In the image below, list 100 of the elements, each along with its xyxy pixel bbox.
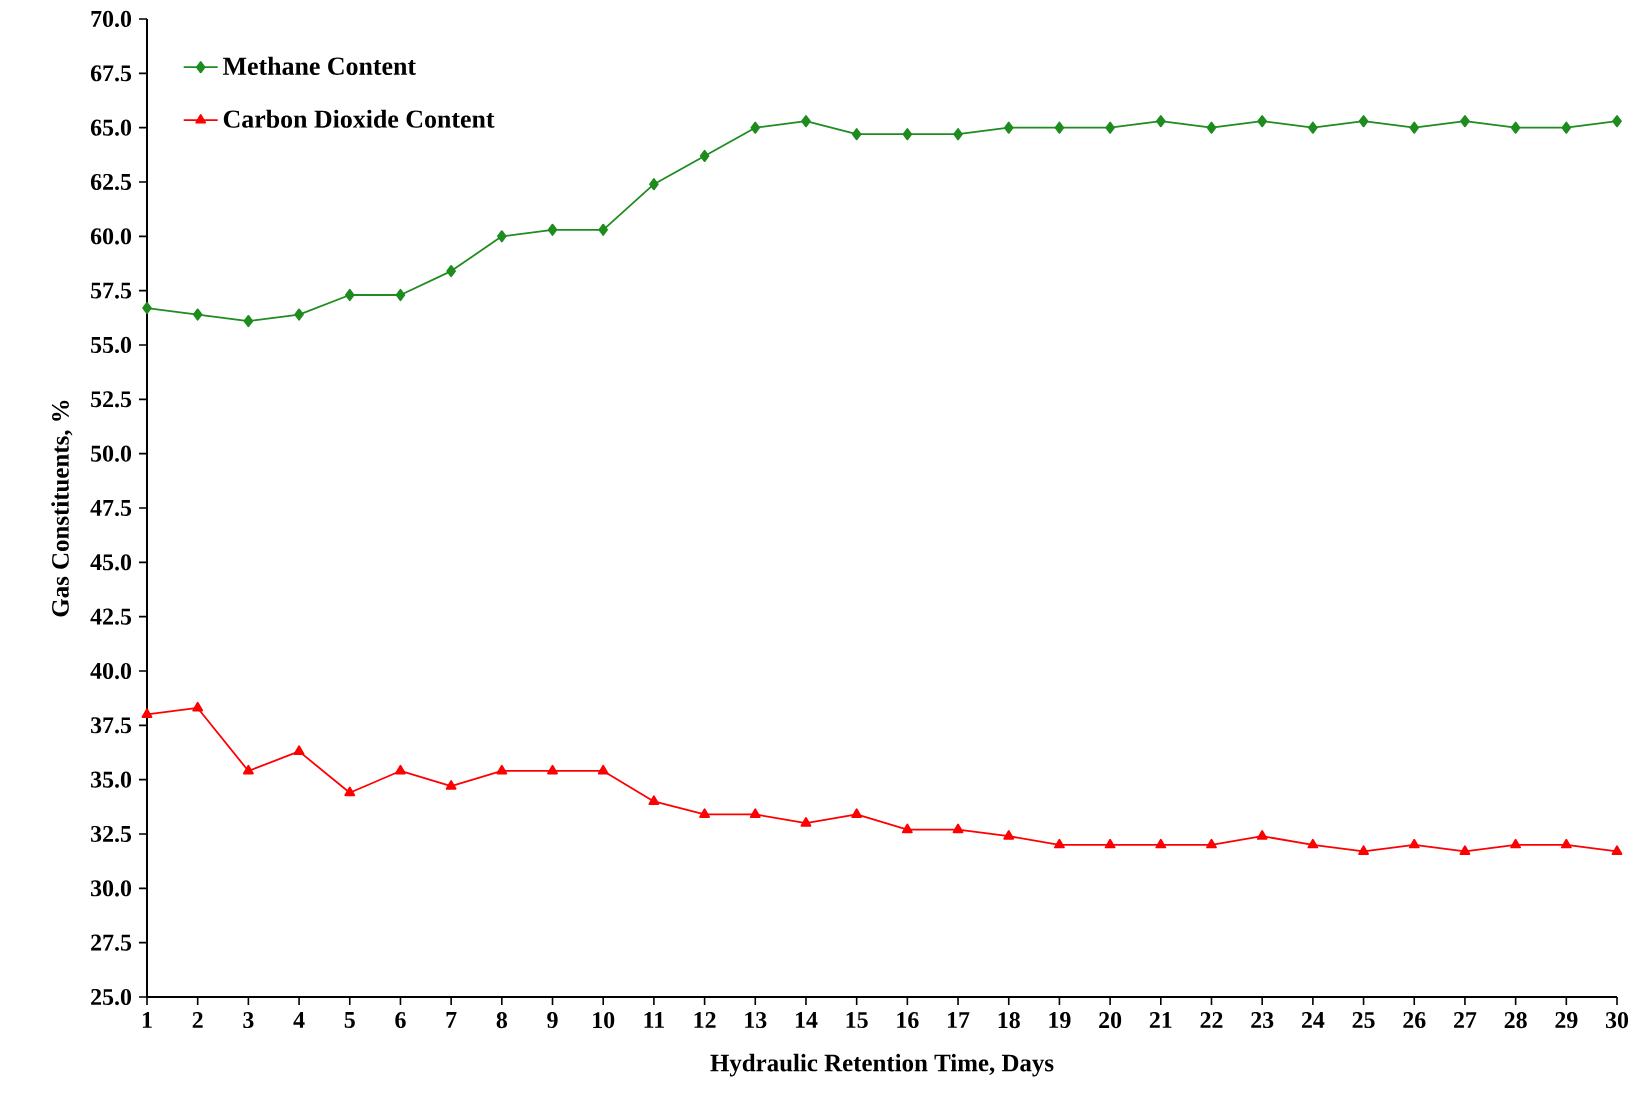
point [953, 128, 963, 141]
point [1307, 838, 1319, 849]
y-tick-label: 50.0 [91, 445, 132, 462]
legend-label: Carbon Dioxide Content [223, 109, 495, 128]
point [1358, 115, 1369, 128]
x-tick-label: 22 [1200, 1012, 1223, 1028]
point [699, 808, 710, 818]
point [851, 128, 862, 141]
point [851, 808, 863, 818]
point [1561, 121, 1572, 134]
y-tick-label: 45.0 [90, 554, 132, 571]
point [395, 764, 406, 775]
point [446, 265, 456, 278]
y-tick-label: 35.0 [91, 771, 132, 788]
point [1257, 115, 1267, 128]
x-tick-label: 18 [998, 1012, 1020, 1029]
point [801, 115, 811, 128]
point [344, 288, 355, 302]
x-tick-label: 16 [897, 1012, 919, 1029]
point [497, 230, 507, 243]
y-tick-label: 37.5 [91, 717, 132, 734]
y-tick-label: 67.5 [90, 65, 132, 82]
x-tick-label: 30 [1605, 1012, 1629, 1029]
y-tick-label: 57.5 [91, 282, 132, 299]
x-tick-label: 17 [947, 1012, 970, 1028]
y-tick-label: 47.5 [90, 499, 132, 517]
point [344, 786, 356, 797]
point [1156, 115, 1166, 128]
y-tick-label: 40.0 [90, 662, 132, 680]
point [192, 701, 204, 712]
point [1206, 838, 1217, 849]
point [648, 795, 660, 805]
point [750, 121, 761, 134]
x-tick-label: 10 [593, 1012, 615, 1029]
y-tick-label: 52.5 [91, 391, 132, 408]
y-tick-label: 60.0 [90, 228, 132, 245]
point [1003, 830, 1015, 840]
point [1054, 121, 1065, 134]
x-tick-label: 5 [344, 1012, 355, 1028]
y-tick-label: 42.5 [90, 608, 132, 625]
x-tick-label: 19 [1049, 1012, 1071, 1029]
point [1612, 115, 1622, 128]
point [1611, 845, 1623, 855]
x-tick-label: 25 [1352, 1012, 1375, 1029]
point [293, 745, 305, 755]
point [547, 764, 558, 775]
point [1003, 121, 1014, 134]
point [1409, 121, 1420, 134]
x-tick-label: 14 [795, 1012, 818, 1028]
x-tick-label: 1 [142, 1012, 152, 1028]
point [649, 178, 659, 191]
y-tick-label: 25.0 [91, 988, 132, 1006]
point [496, 764, 508, 775]
point [1104, 838, 1116, 849]
point [547, 223, 558, 236]
legend-label: Methane Content [223, 56, 416, 75]
point [242, 764, 254, 775]
point [952, 823, 964, 834]
point [1459, 845, 1471, 855]
point [1256, 830, 1268, 840]
point [294, 308, 304, 321]
point [1155, 838, 1167, 849]
x-tick-label: 13 [745, 1012, 767, 1029]
point [1206, 121, 1217, 134]
x-tick-label: 6 [395, 1012, 406, 1029]
point [445, 780, 457, 790]
point [699, 149, 710, 163]
y-tick-label: 62.5 [90, 173, 132, 191]
x-tick-label: 27 [1453, 1012, 1477, 1028]
point [902, 128, 913, 141]
y-axis-title: Gas Constituents, % [51, 400, 73, 617]
point [1358, 845, 1369, 855]
point [192, 308, 203, 321]
x-tick-label: 29 [1555, 1012, 1578, 1029]
x-tick-label: 26 [1403, 1012, 1426, 1029]
point [1105, 121, 1115, 134]
point [1560, 838, 1572, 849]
point [1510, 121, 1521, 134]
x-tick-label: 12 [694, 1012, 716, 1028]
point [141, 708, 153, 718]
x-tick-label: 15 [846, 1012, 868, 1029]
x-tick-label: 8 [496, 1012, 508, 1029]
point [1460, 115, 1470, 128]
x-tick-label: 28 [1504, 1012, 1527, 1029]
point [749, 808, 761, 818]
x-tick-label: 11 [644, 1012, 664, 1028]
x-axis-title: Hydraulic Retention Time, Days [710, 1053, 1054, 1077]
y-tick-label: 32.5 [91, 825, 132, 843]
x-tick-label: 7 [446, 1012, 457, 1028]
x-tick-label: 9 [547, 1012, 558, 1029]
point [800, 817, 812, 827]
x-tick-label: 23 [1251, 1012, 1274, 1029]
y-tick-label: 30.0 [91, 880, 132, 897]
y-tick-label: 70.0 [91, 10, 132, 28]
x-tick-label: 3 [243, 1012, 254, 1029]
point [1408, 838, 1420, 849]
y-tick-label: 27.5 [91, 934, 132, 951]
point [598, 223, 609, 236]
point [395, 288, 406, 302]
point [597, 764, 609, 775]
